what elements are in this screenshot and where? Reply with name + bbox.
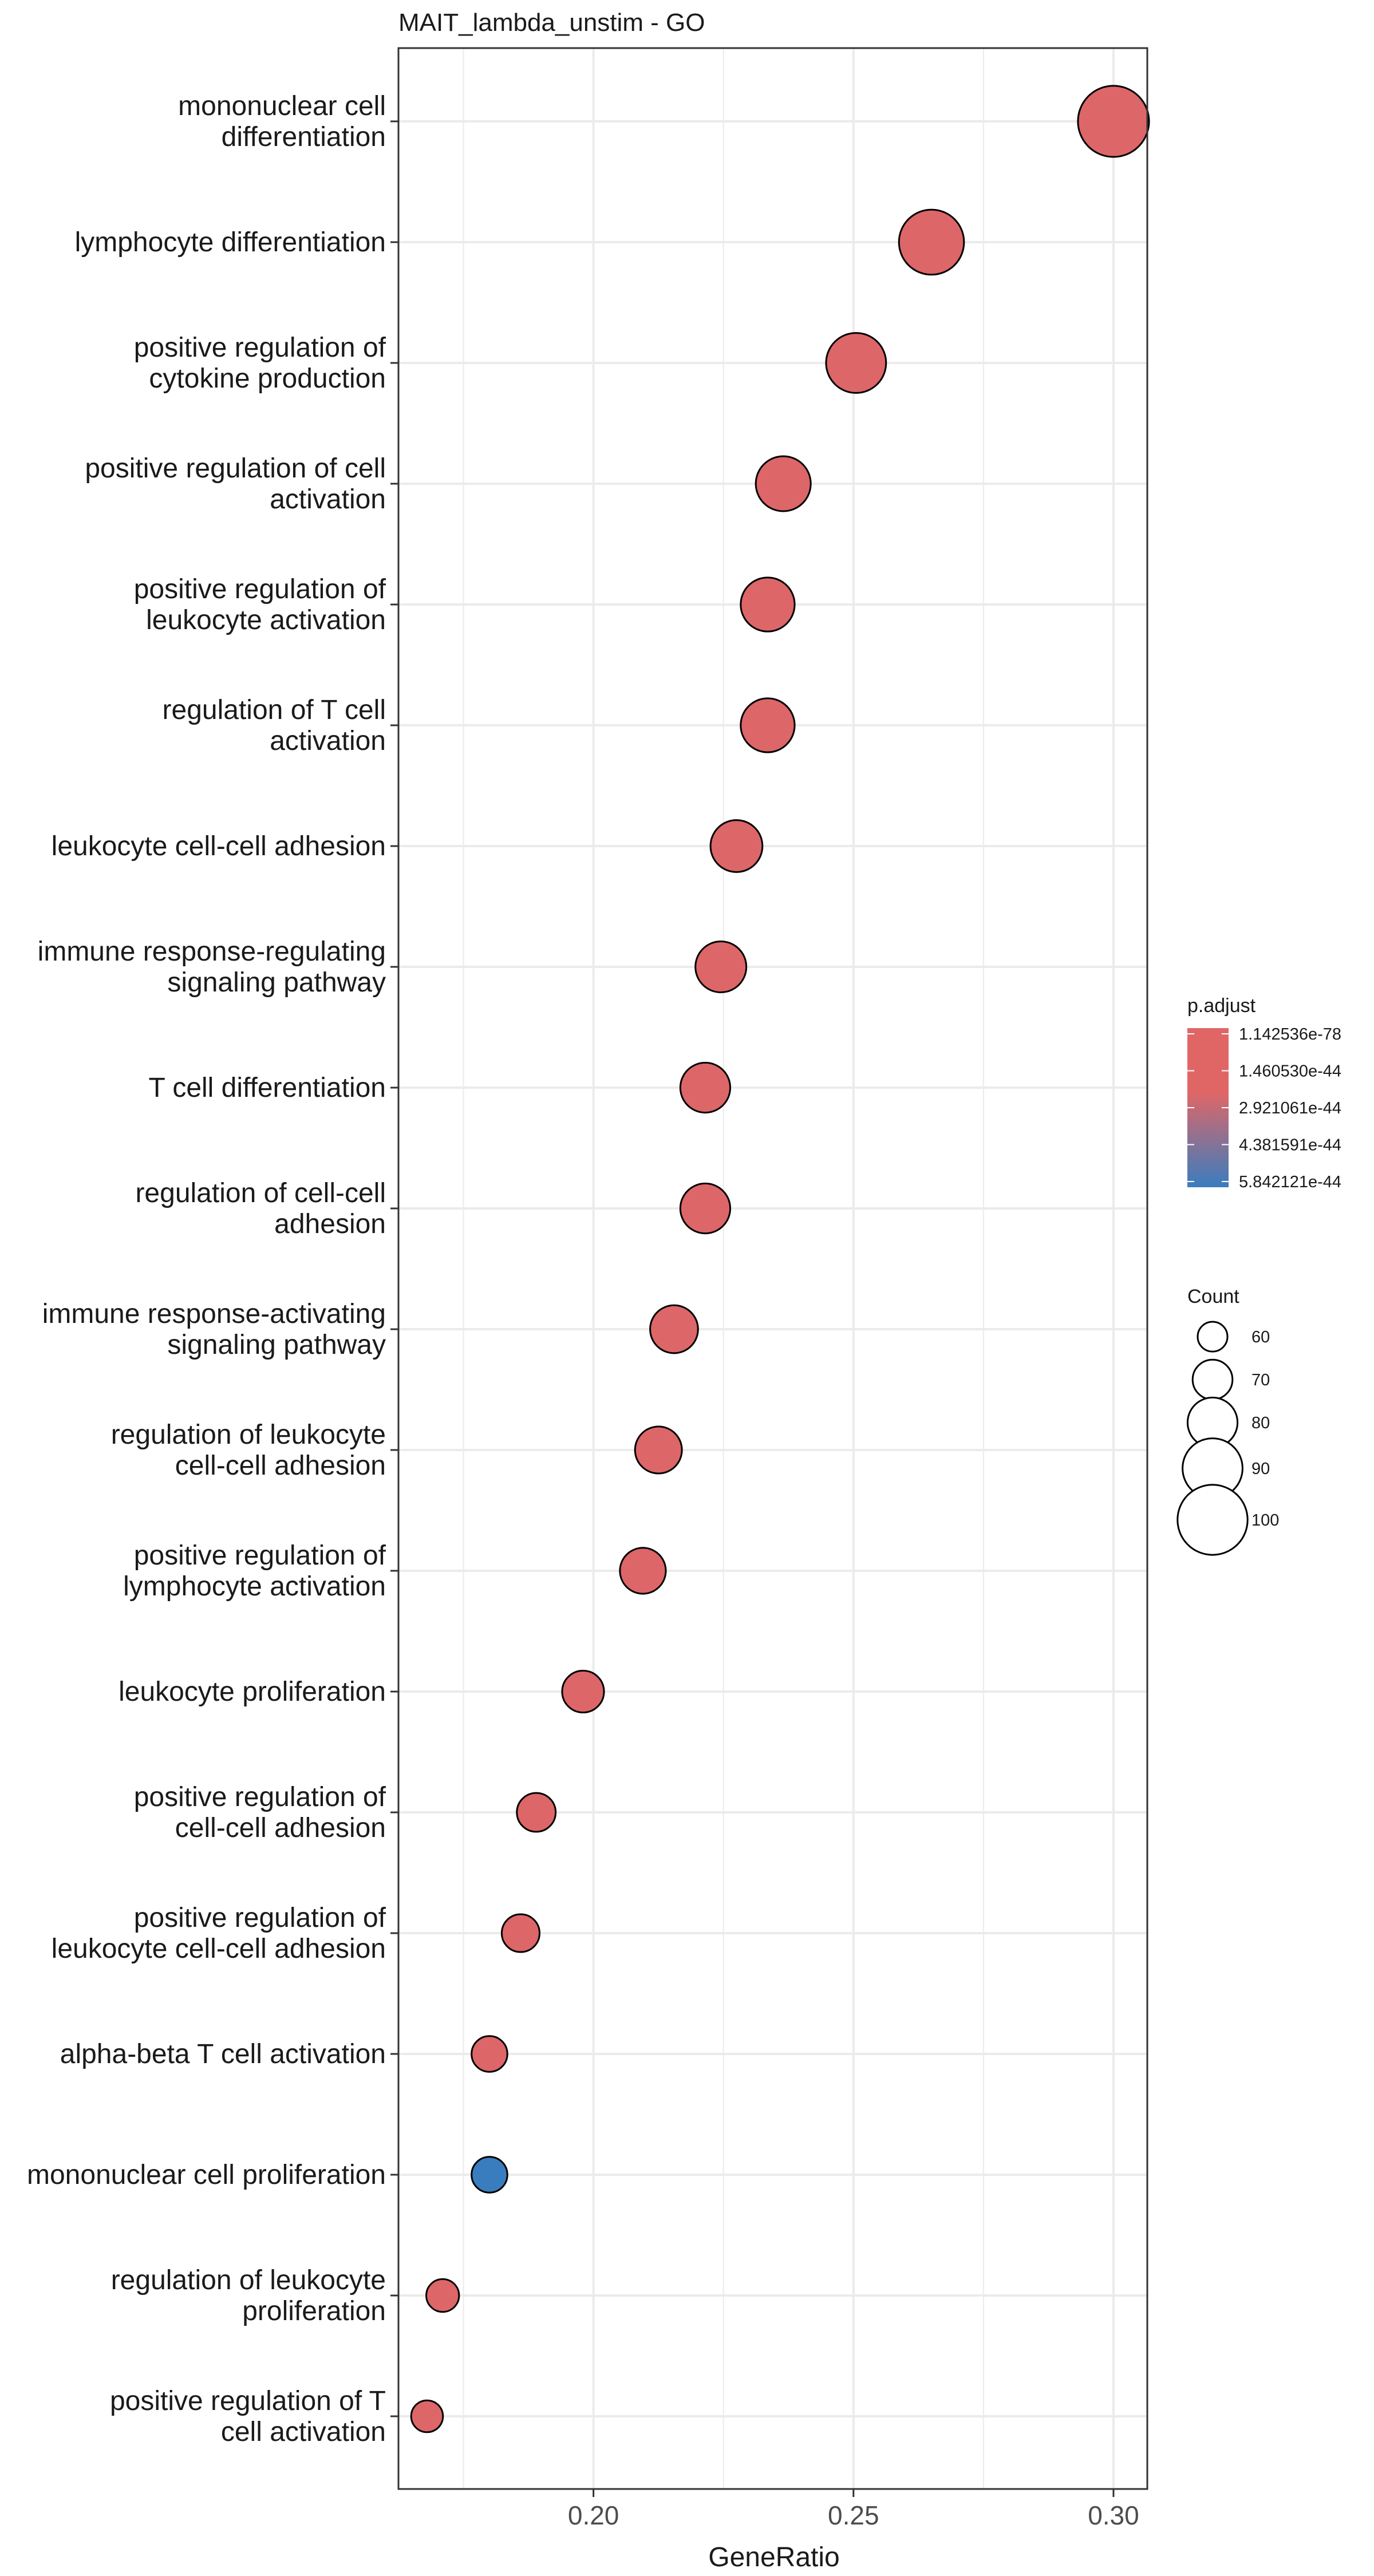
data-point — [471, 2035, 508, 2073]
category-label: positive regulation of cell-cell adhesion — [134, 1782, 386, 1843]
legend-color-label: 5.842121e-44 — [1239, 1173, 1341, 1191]
legend-size-circle — [1176, 1484, 1249, 1556]
category-label: alpha-beta T cell activation — [60, 2039, 386, 2069]
category-label: regulation of leukocyte cell-cell adhesio… — [111, 1420, 386, 1481]
legend-color-label: 1.460530e-44 — [1239, 1062, 1341, 1081]
category-label: positive regulation of leukocyte cell-cel… — [52, 1903, 386, 1964]
data-point — [679, 1061, 732, 1114]
legend: p.adjust 1.142536e-78 1.460530e-44 2.92106… — [1176, 995, 1341, 1556]
category-label: mononuclear cell differentiation — [178, 91, 386, 152]
category-label: leukocyte cell-cell adhesion — [52, 831, 386, 862]
data-point — [516, 1792, 557, 1833]
legend-size-items: 60 70 80 90 100 — [1176, 1321, 1279, 1556]
legend-size-label: 80 — [1251, 1414, 1270, 1432]
legend-size-title: Count — [1187, 1286, 1239, 1307]
data-point — [825, 332, 887, 394]
data-point — [649, 1304, 699, 1354]
category-label: positive regulation of lymphocyte activat… — [123, 1540, 386, 1602]
legend-color-title: p.adjust — [1187, 995, 1256, 1017]
category-label: lymphocyte differentiation — [75, 227, 386, 258]
legend-color-label: 4.381591e-44 — [1239, 1136, 1341, 1155]
category-labels: mononuclear cell differentiation lymphocyt… — [27, 91, 398, 2447]
legend-size-label: 100 — [1251, 1511, 1279, 1530]
data-point — [634, 1425, 683, 1475]
data-point — [500, 1913, 540, 1953]
data-point — [755, 455, 812, 512]
legend-color-label: 1.142536e-78 — [1239, 1025, 1341, 1044]
x-axis-label: GeneRatio — [708, 2542, 839, 2573]
x-tick-label: 0.20 — [568, 2500, 619, 2530]
data-point — [561, 1669, 605, 1714]
x-tick-label: 0.25 — [828, 2500, 879, 2530]
category-label: mononuclear cell proliferation — [27, 2160, 386, 2190]
data-point — [709, 819, 764, 873]
x-axis-ticks: 0.20 0.25 0.30 — [568, 2489, 1139, 2530]
category-label: positive regulation of cell activation — [85, 453, 386, 515]
legend-color-ticks: 1.142536e-78 1.460530e-44 2.921061e-44 4.38… — [1187, 1025, 1341, 1191]
category-label: positive regulation of cytokine productio… — [134, 333, 386, 394]
category-label: T cell differentiation — [149, 1073, 386, 1103]
data-point — [679, 1182, 732, 1235]
data-point — [425, 2278, 460, 2313]
category-label: regulation of T cell activation — [163, 695, 386, 756]
legend-size-circle — [1191, 1358, 1234, 1401]
category-label: regulation of cell-cell adhesion — [135, 1178, 386, 1239]
category-label: immune response-regulating signaling path… — [38, 937, 386, 998]
data-points — [410, 85, 1150, 2433]
chart-title: MAIT_lambda_unstim - GO — [398, 9, 705, 37]
data-point — [1077, 85, 1150, 158]
data-point — [740, 697, 796, 753]
data-point — [410, 2399, 444, 2433]
data-point — [740, 576, 796, 633]
x-tick-label: 0.30 — [1088, 2500, 1139, 2530]
legend-size-label: 60 — [1251, 1328, 1270, 1346]
legend-size-label: 90 — [1251, 1460, 1270, 1478]
legend-size-label: 70 — [1251, 1371, 1270, 1389]
category-label: leukocyte proliferation — [119, 1677, 386, 1707]
data-point — [471, 2156, 508, 2194]
data-point — [694, 941, 748, 993]
category-label: positive regulation of leukocyte activati… — [134, 574, 386, 635]
data-point — [898, 208, 965, 276]
category-label: regulation of leukocyte proliferation — [111, 2265, 386, 2326]
legend-color-label: 2.921061e-44 — [1239, 1099, 1341, 1117]
category-label: immune response-activating signaling path… — [42, 1299, 386, 1360]
legend-size-circle — [1197, 1321, 1229, 1353]
panel-border — [397, 47, 1148, 2490]
data-point — [619, 1547, 667, 1595]
